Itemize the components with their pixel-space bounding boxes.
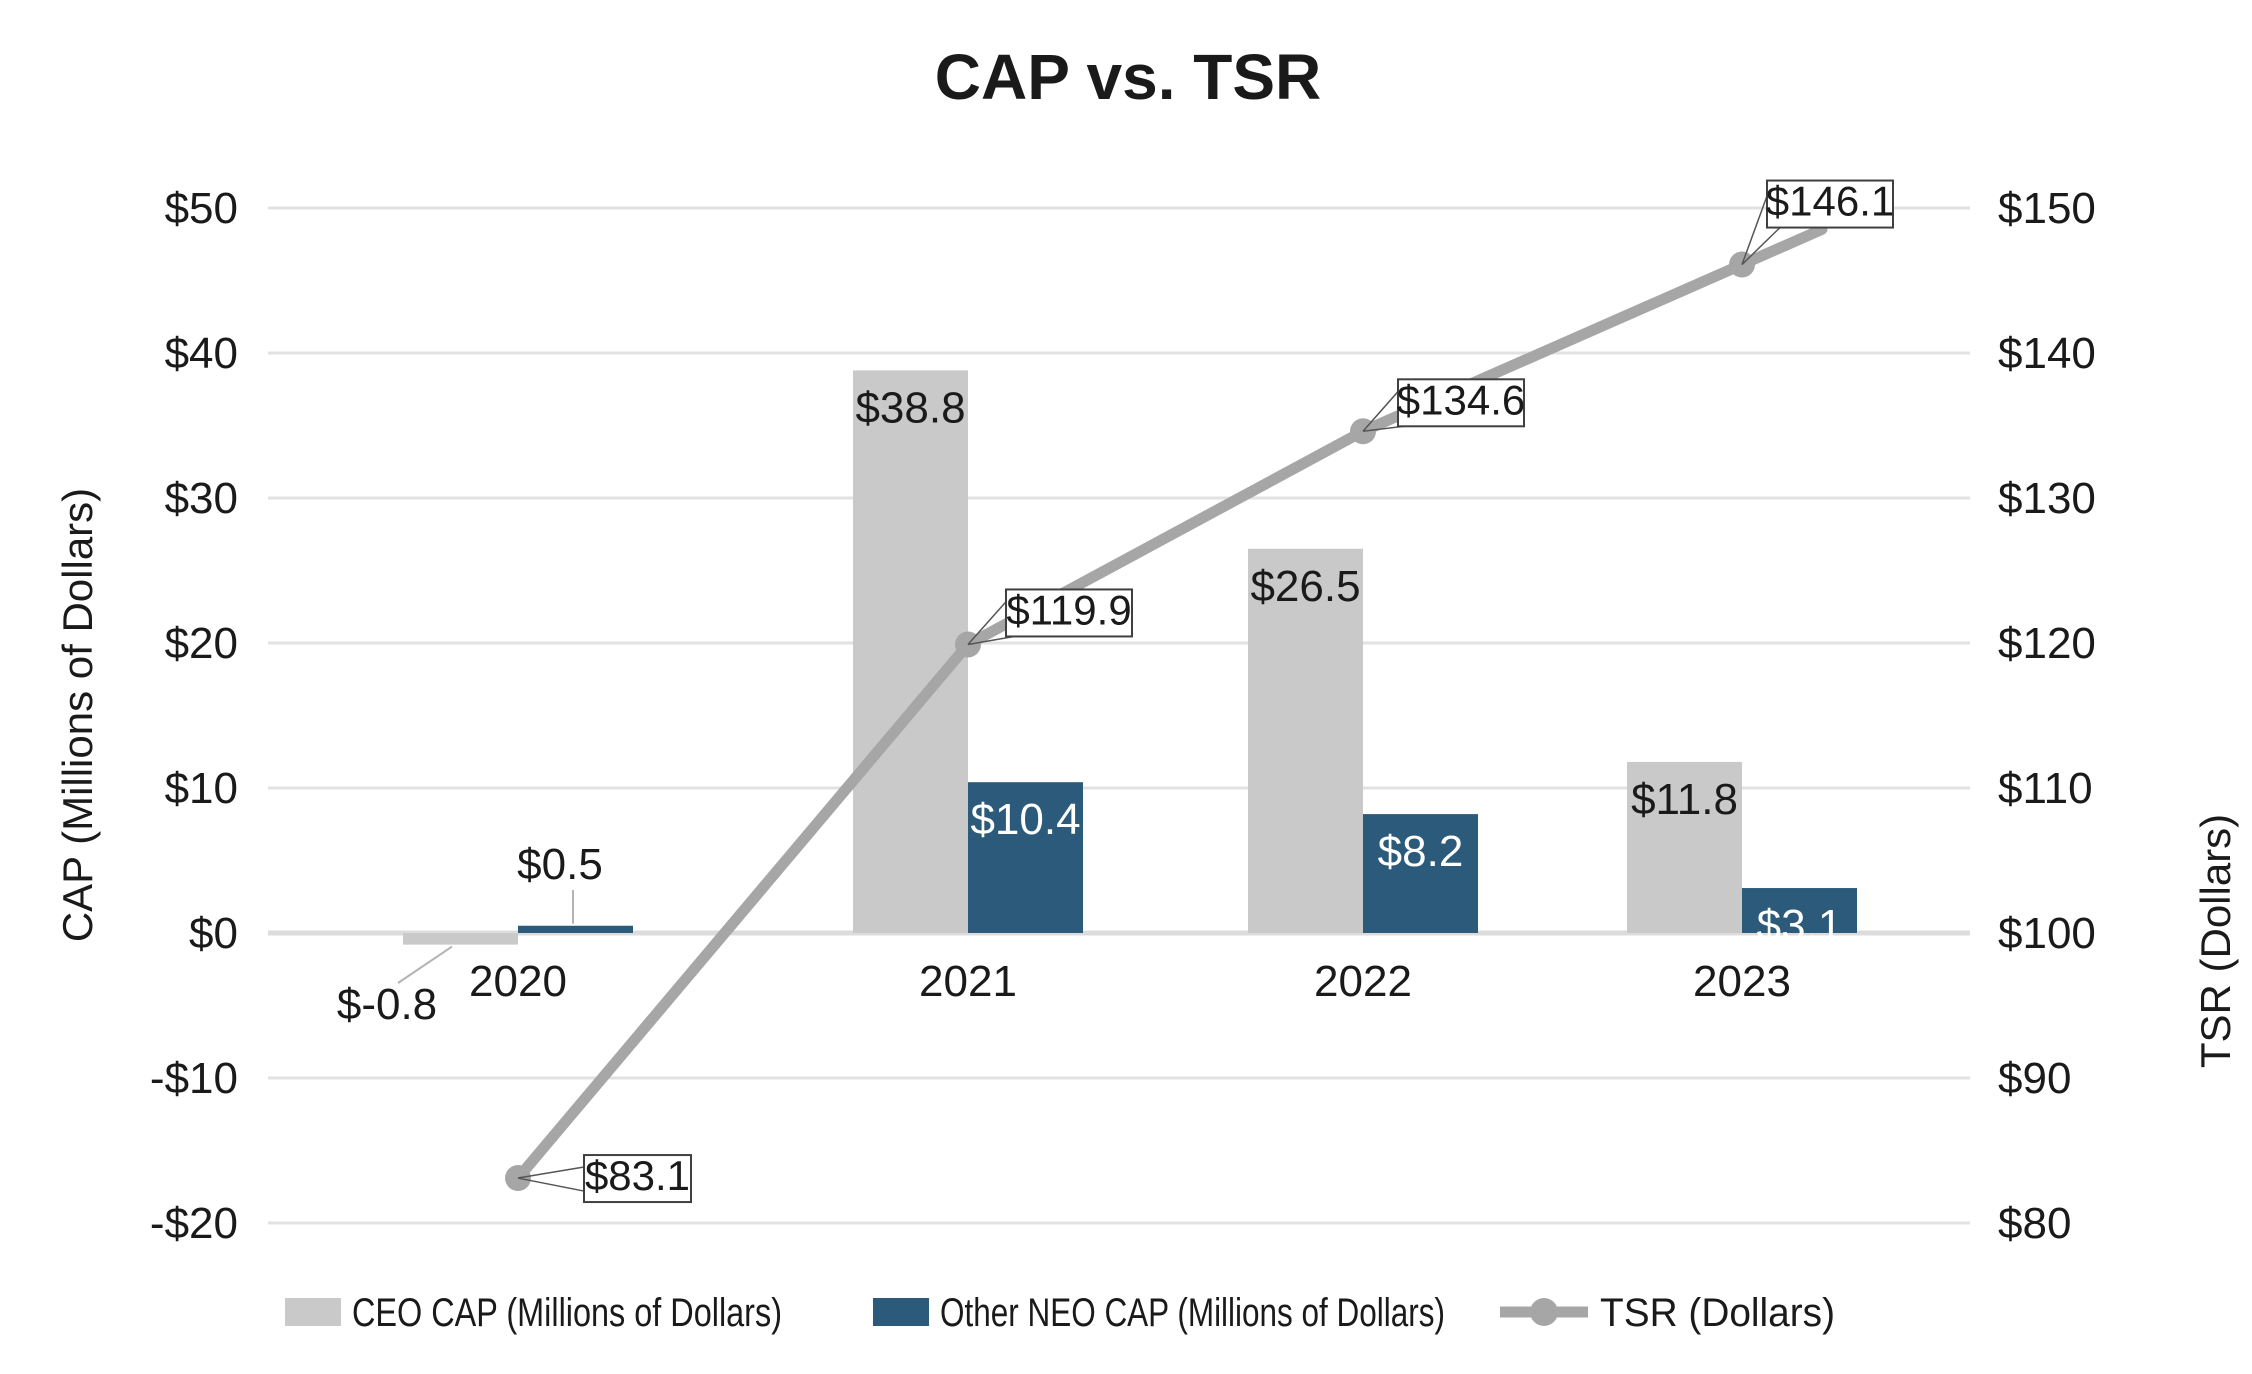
legend-label-neo: Other NEO CAP (Millions of Dollars)	[940, 1291, 1445, 1335]
bar-label-neo-2021: $10.4	[970, 795, 1080, 844]
bar-label-neo-2022: $8.2	[1378, 827, 1464, 876]
left-axis-tick: $10	[165, 764, 238, 813]
right-axis-tick: $150	[1998, 184, 2096, 233]
callout-label: $146.1	[1766, 178, 1894, 225]
callout-box	[1005, 588, 1133, 638]
bar-label-ceo-2023: $11.8	[1631, 775, 1738, 824]
callout-box	[1766, 179, 1894, 229]
left-axis-tick: $50	[165, 184, 238, 233]
callout-label: $134.6	[1397, 376, 1525, 423]
right-axis-tick: $100	[1998, 909, 2096, 958]
bar-neo-cap-2022	[1363, 814, 1478, 933]
callout-label: $83.1	[585, 1152, 690, 1199]
legend-marker-tsr	[1530, 1298, 1558, 1326]
bar-label-ceo-2020: $-0.8	[337, 980, 437, 1029]
bar-ceo-cap-2023	[1627, 761, 1742, 933]
bar-neo-cap-2021	[968, 782, 1083, 933]
left-axis-tick: $30	[165, 474, 238, 523]
right-axis-tick: $80	[1998, 1199, 2071, 1248]
left-axis-tick: $40	[165, 329, 238, 378]
right-axis-tick: $140	[1998, 329, 2096, 378]
x-axis-label-2022: 2022	[1314, 957, 1412, 1006]
bar-label-neo-2020: $0.5	[517, 840, 603, 889]
x-axis-label-2023: 2023	[1693, 957, 1791, 1006]
bar-neo-cap-2020	[518, 925, 633, 933]
left-axis-tick: -$10	[150, 1054, 238, 1103]
right-axis-tick: $90	[1998, 1054, 2071, 1103]
left-axis-tick: $0	[189, 909, 238, 958]
bar-ceo-cap-2021	[853, 370, 968, 933]
legend: CEO CAP (Millions of Dollars) Other NEO C…	[285, 1291, 1835, 1335]
bar-label-ceo-2022: $26.5	[1250, 562, 1360, 611]
right-axis-tick: $120	[1998, 619, 2096, 668]
left-axis-tick: -$20	[150, 1199, 238, 1248]
tsr-callout-2020: $83.1	[517, 1152, 692, 1204]
right-axis-tick: $130	[1998, 474, 2096, 523]
chart-title: CAP vs. TSR	[934, 41, 1322, 113]
callout-box	[583, 1154, 692, 1204]
tsr-callout-2023: $146.1	[1741, 178, 1894, 266]
bar-label-ceo-2021: $38.8	[855, 383, 965, 432]
tsr-callout-2022: $134.6	[1362, 376, 1525, 433]
legend-swatch-ceo	[285, 1298, 341, 1326]
tsr-line	[512, 223, 1828, 1184]
callout-label: $119.9	[1006, 586, 1131, 633]
bar-label-neo-2023: $3.1	[1757, 901, 1843, 950]
callout-box	[1397, 378, 1525, 428]
legend-swatch-neo	[873, 1298, 929, 1326]
legend-label-tsr: TSR (Dollars)	[1600, 1291, 1835, 1335]
x-axis-label-2021: 2021	[919, 957, 1017, 1006]
x-axis-label-2020: 2020	[469, 957, 567, 1006]
leader-line-ceo-2020	[397, 945, 453, 984]
bar-ceo-cap-2022	[1248, 548, 1363, 933]
bar-neo-cap-2023	[1742, 888, 1857, 933]
bar-ceo-cap-2020	[403, 933, 518, 945]
right-axis-tick: $110	[1998, 764, 2093, 813]
left-axis-tick: $20	[165, 619, 238, 668]
legend-label-ceo: CEO CAP (Millions of Dollars)	[352, 1291, 782, 1335]
tsr-callout-2021: $119.9	[967, 586, 1133, 646]
